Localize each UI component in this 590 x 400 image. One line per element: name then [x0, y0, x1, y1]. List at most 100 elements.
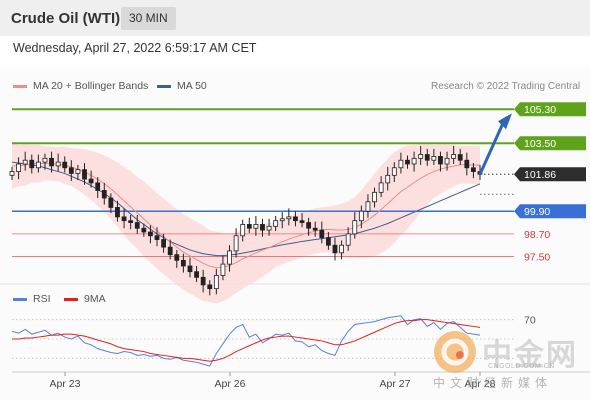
candle-body: [187, 265, 193, 273]
candle: [325, 232, 331, 250]
candle: [299, 213, 305, 228]
candle: [134, 215, 140, 234]
watermark-url: CNGOLD.COM.CN: [488, 363, 555, 370]
candle: [128, 215, 134, 230]
candle: [444, 151, 450, 171]
level-label-97.50: 97.50: [524, 252, 550, 264]
candle: [95, 177, 101, 198]
candle: [345, 227, 351, 251]
candle: [378, 176, 384, 198]
candle: [438, 151, 443, 172]
candle-body: [319, 229, 325, 239]
candle: [411, 151, 417, 172]
candle: [293, 211, 298, 227]
candle-body: [253, 224, 259, 229]
candle: [319, 221, 325, 244]
candle: [55, 153, 61, 172]
candle-body: [154, 235, 160, 240]
candle-body: [424, 154, 430, 161]
credit-text: Research © 2022 Trading Central: [431, 81, 581, 92]
legend-ma9-label: 9MA: [84, 293, 106, 305]
watermark-sub: 中文财经新媒体: [433, 376, 553, 390]
legend-bb-label: MA 20 + Bollinger Bands: [33, 80, 149, 92]
candle-body: [372, 191, 377, 203]
candle: [312, 221, 318, 237]
candle-body: [213, 275, 219, 290]
candle: [207, 280, 213, 296]
candle-body: [405, 159, 410, 165]
level-label-98.70: 98.70: [524, 229, 550, 241]
candle: [286, 208, 292, 226]
candle-body: [273, 220, 279, 227]
candle: [29, 154, 35, 174]
candle: [339, 240, 344, 260]
candle: [471, 163, 476, 179]
candle-body: [312, 227, 318, 231]
level-label-103.50: 103.50: [514, 136, 586, 151]
candle: [306, 217, 312, 236]
level-tag-101.86: [514, 167, 586, 182]
candle-body: [286, 216, 292, 220]
candle: [42, 153, 48, 170]
candle: [424, 148, 430, 166]
instrument-title: Crude Oil (WTI): [11, 10, 121, 27]
candle-body: [246, 224, 252, 229]
candle: [148, 225, 153, 244]
x-tick-label: Apr 27: [380, 378, 411, 390]
candle-body: [167, 246, 173, 256]
candle: [141, 223, 147, 237]
candle: [22, 151, 28, 171]
candle: [62, 156, 68, 173]
candle: [233, 228, 239, 258]
candle: [121, 208, 127, 229]
candle: [194, 266, 199, 283]
forecast-arrow-shaft: [478, 122, 505, 175]
candle: [75, 164, 81, 181]
candle-body: [75, 169, 81, 174]
candle-body: [385, 174, 391, 184]
candle-body: [325, 237, 331, 246]
level-tag-105.30: [514, 102, 586, 117]
candle-body: [240, 224, 246, 237]
candle: [180, 253, 186, 273]
candle: [213, 268, 219, 295]
bollinger-band: [12, 143, 480, 304]
legend-swatch-ma50: [157, 84, 171, 88]
candle-body: [174, 254, 180, 261]
candle: [391, 162, 397, 182]
watermark-logo-icon: [434, 331, 476, 373]
x-tick-label: Apr 28: [465, 378, 496, 390]
candle: [266, 218, 272, 236]
candle: [418, 146, 424, 165]
candle: [101, 182, 107, 205]
candle: [227, 245, 232, 272]
candle: [332, 237, 338, 261]
candle: [352, 212, 358, 239]
candle: [431, 148, 437, 165]
candle: [161, 233, 167, 253]
legend-swatch-rsi: [13, 297, 27, 301]
candle-body: [365, 201, 371, 212]
candle: [246, 217, 252, 233]
timeframe-badge[interactable]: 30 MIN: [121, 7, 176, 30]
candle-body: [418, 154, 424, 159]
candle-body: [398, 159, 404, 169]
legend-swatch-ma9: [64, 297, 78, 301]
level-text-98.70: 98.70: [524, 229, 550, 241]
x-tick-label: Apr 23: [50, 378, 81, 390]
candle-body: [457, 154, 463, 161]
candle: [220, 255, 226, 281]
candle-body: [16, 163, 21, 172]
legend-ma50: MA 50: [157, 80, 207, 92]
candle-body: [227, 250, 232, 265]
candle-body: [391, 167, 397, 176]
watermark: [433, 330, 583, 390]
ma20-line: [12, 162, 481, 269]
candle-body: [299, 220, 305, 223]
timestamp: Wednesday, April 27, 2022 6:59:17 AM CET: [13, 41, 257, 55]
candle: [88, 170, 94, 188]
candle-body: [82, 169, 87, 180]
candle-body: [161, 239, 167, 248]
x-tick-label: Apr 26: [215, 378, 246, 390]
